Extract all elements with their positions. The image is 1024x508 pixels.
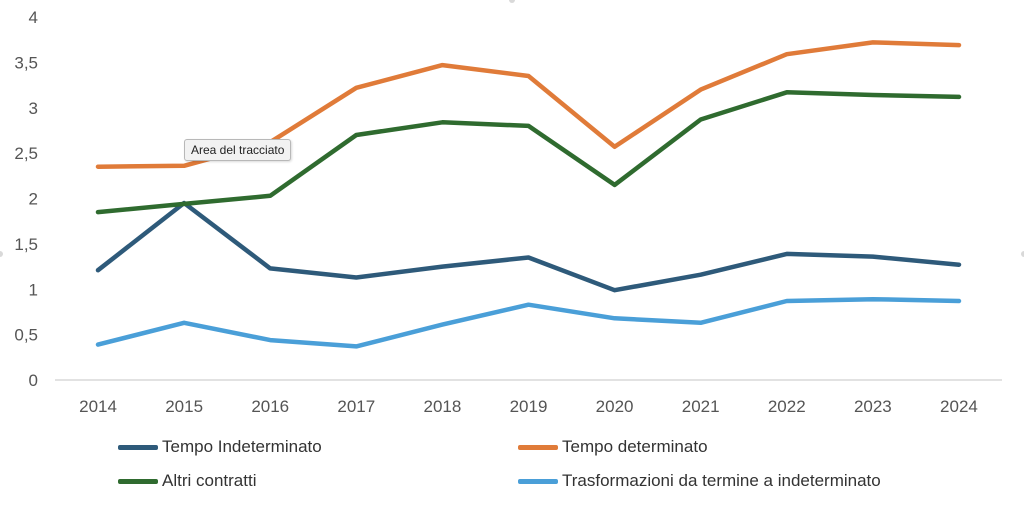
- legend-label-2: Altri contratti: [162, 471, 257, 490]
- legend-item-1[interactable]: Tempo determinato: [518, 437, 708, 457]
- y-axis-tick-labels: 0 0,5 1 1,5 2 2,5 3 3,5 4: [14, 8, 38, 390]
- x-tick-label: 2020: [596, 397, 634, 416]
- legend-label-0: Tempo Indeterminato: [162, 437, 322, 456]
- x-tick-label: 2024: [940, 397, 978, 416]
- x-tick-label: 2019: [510, 397, 548, 416]
- x-tick-label: 2014: [79, 397, 117, 416]
- x-tick-label: 2017: [337, 397, 375, 416]
- y-tick-label: 2: [29, 190, 38, 209]
- y-tick-label: 3: [29, 99, 38, 118]
- resize-handle-right[interactable]: [1021, 251, 1024, 257]
- legend-item-0[interactable]: Tempo Indeterminato: [118, 437, 322, 457]
- y-tick-label: 1,5: [14, 235, 38, 254]
- y-tick-label: 1: [29, 280, 38, 299]
- y-tick-label: 2,5: [14, 144, 38, 163]
- x-tick-label: 2015: [165, 397, 203, 416]
- resize-handle-top[interactable]: [509, 0, 515, 3]
- legend-swatch-3: [518, 478, 558, 484]
- legend-swatch-0: [118, 444, 158, 450]
- series-line-2[interactable]: [95, 90, 962, 215]
- x-tick-label: 2018: [423, 397, 461, 416]
- x-tick-label: 2023: [854, 397, 892, 416]
- legend-item-3[interactable]: Trasformazioni da termine a indeterminat…: [518, 471, 881, 491]
- x-tick-label: 2022: [768, 397, 806, 416]
- x-axis-tick-labels: 2014 2015 2016 2017 2018 2019 2020 2021 2022 2023…: [79, 397, 978, 416]
- y-tick-label: 0,5: [14, 326, 38, 345]
- legend-label-3: Trasformazioni da termine a indeterminat…: [562, 471, 881, 490]
- x-tick-label: 2016: [251, 397, 289, 416]
- legend-label-1: Tempo determinato: [562, 437, 708, 456]
- y-tick-label: 3,5: [14, 53, 38, 72]
- legend-swatch-1: [518, 444, 558, 450]
- resize-handle-left[interactable]: [0, 251, 3, 257]
- series-line-3[interactable]: [95, 296, 962, 349]
- plot-area-tooltip: Area del tracciato: [184, 139, 292, 161]
- series-line-0[interactable]: [95, 200, 962, 293]
- x-tick-label: 2021: [682, 397, 720, 416]
- y-tick-label: 4: [29, 8, 38, 27]
- y-tick-label: 0: [29, 371, 38, 390]
- legend-swatch-2: [118, 478, 158, 484]
- legend-item-2[interactable]: Altri contratti: [118, 471, 256, 491]
- series-lines: [95, 40, 962, 349]
